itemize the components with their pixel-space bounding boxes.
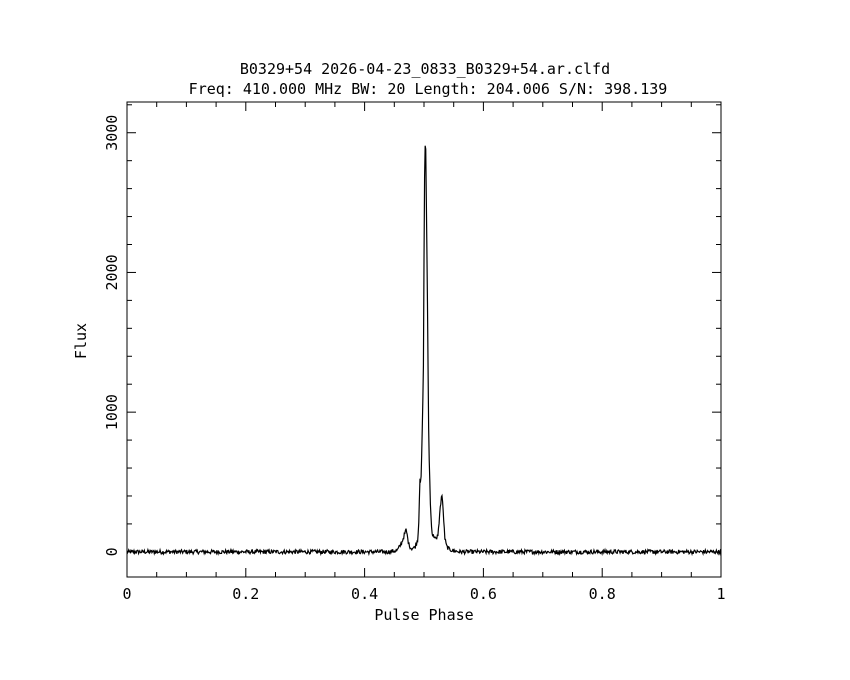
y-tick-label: 0: [103, 547, 121, 556]
x-tick-label: 0.4: [351, 585, 378, 603]
x-tick-label: 0.6: [470, 585, 497, 603]
x-tick-label: 1: [716, 585, 725, 603]
y-tick-label: 1000: [103, 394, 121, 430]
y-tick-label: 2000: [103, 254, 121, 290]
axis-tick-labels: 0 0.2 0.4 0.6 0.8 1 0 1000 2000 3000: [103, 115, 726, 603]
chart-subtitle: Freq: 410.000 MHz BW: 20 Length: 204.006…: [189, 80, 668, 98]
x-tick-label: 0: [122, 585, 131, 603]
y-axis-label: Flux: [72, 323, 90, 359]
axis-ticks: [126, 102, 722, 577]
x-axis-label: Pulse Phase: [374, 606, 473, 624]
y-tick-label: 3000: [103, 115, 121, 151]
profile-line: [126, 145, 722, 557]
x-tick-label: 0.8: [589, 585, 616, 603]
x-tick-label: 0.2: [232, 585, 259, 603]
chart-title: B0329+54 2026-04-23_0833_B0329+54.ar.clf…: [240, 60, 610, 78]
